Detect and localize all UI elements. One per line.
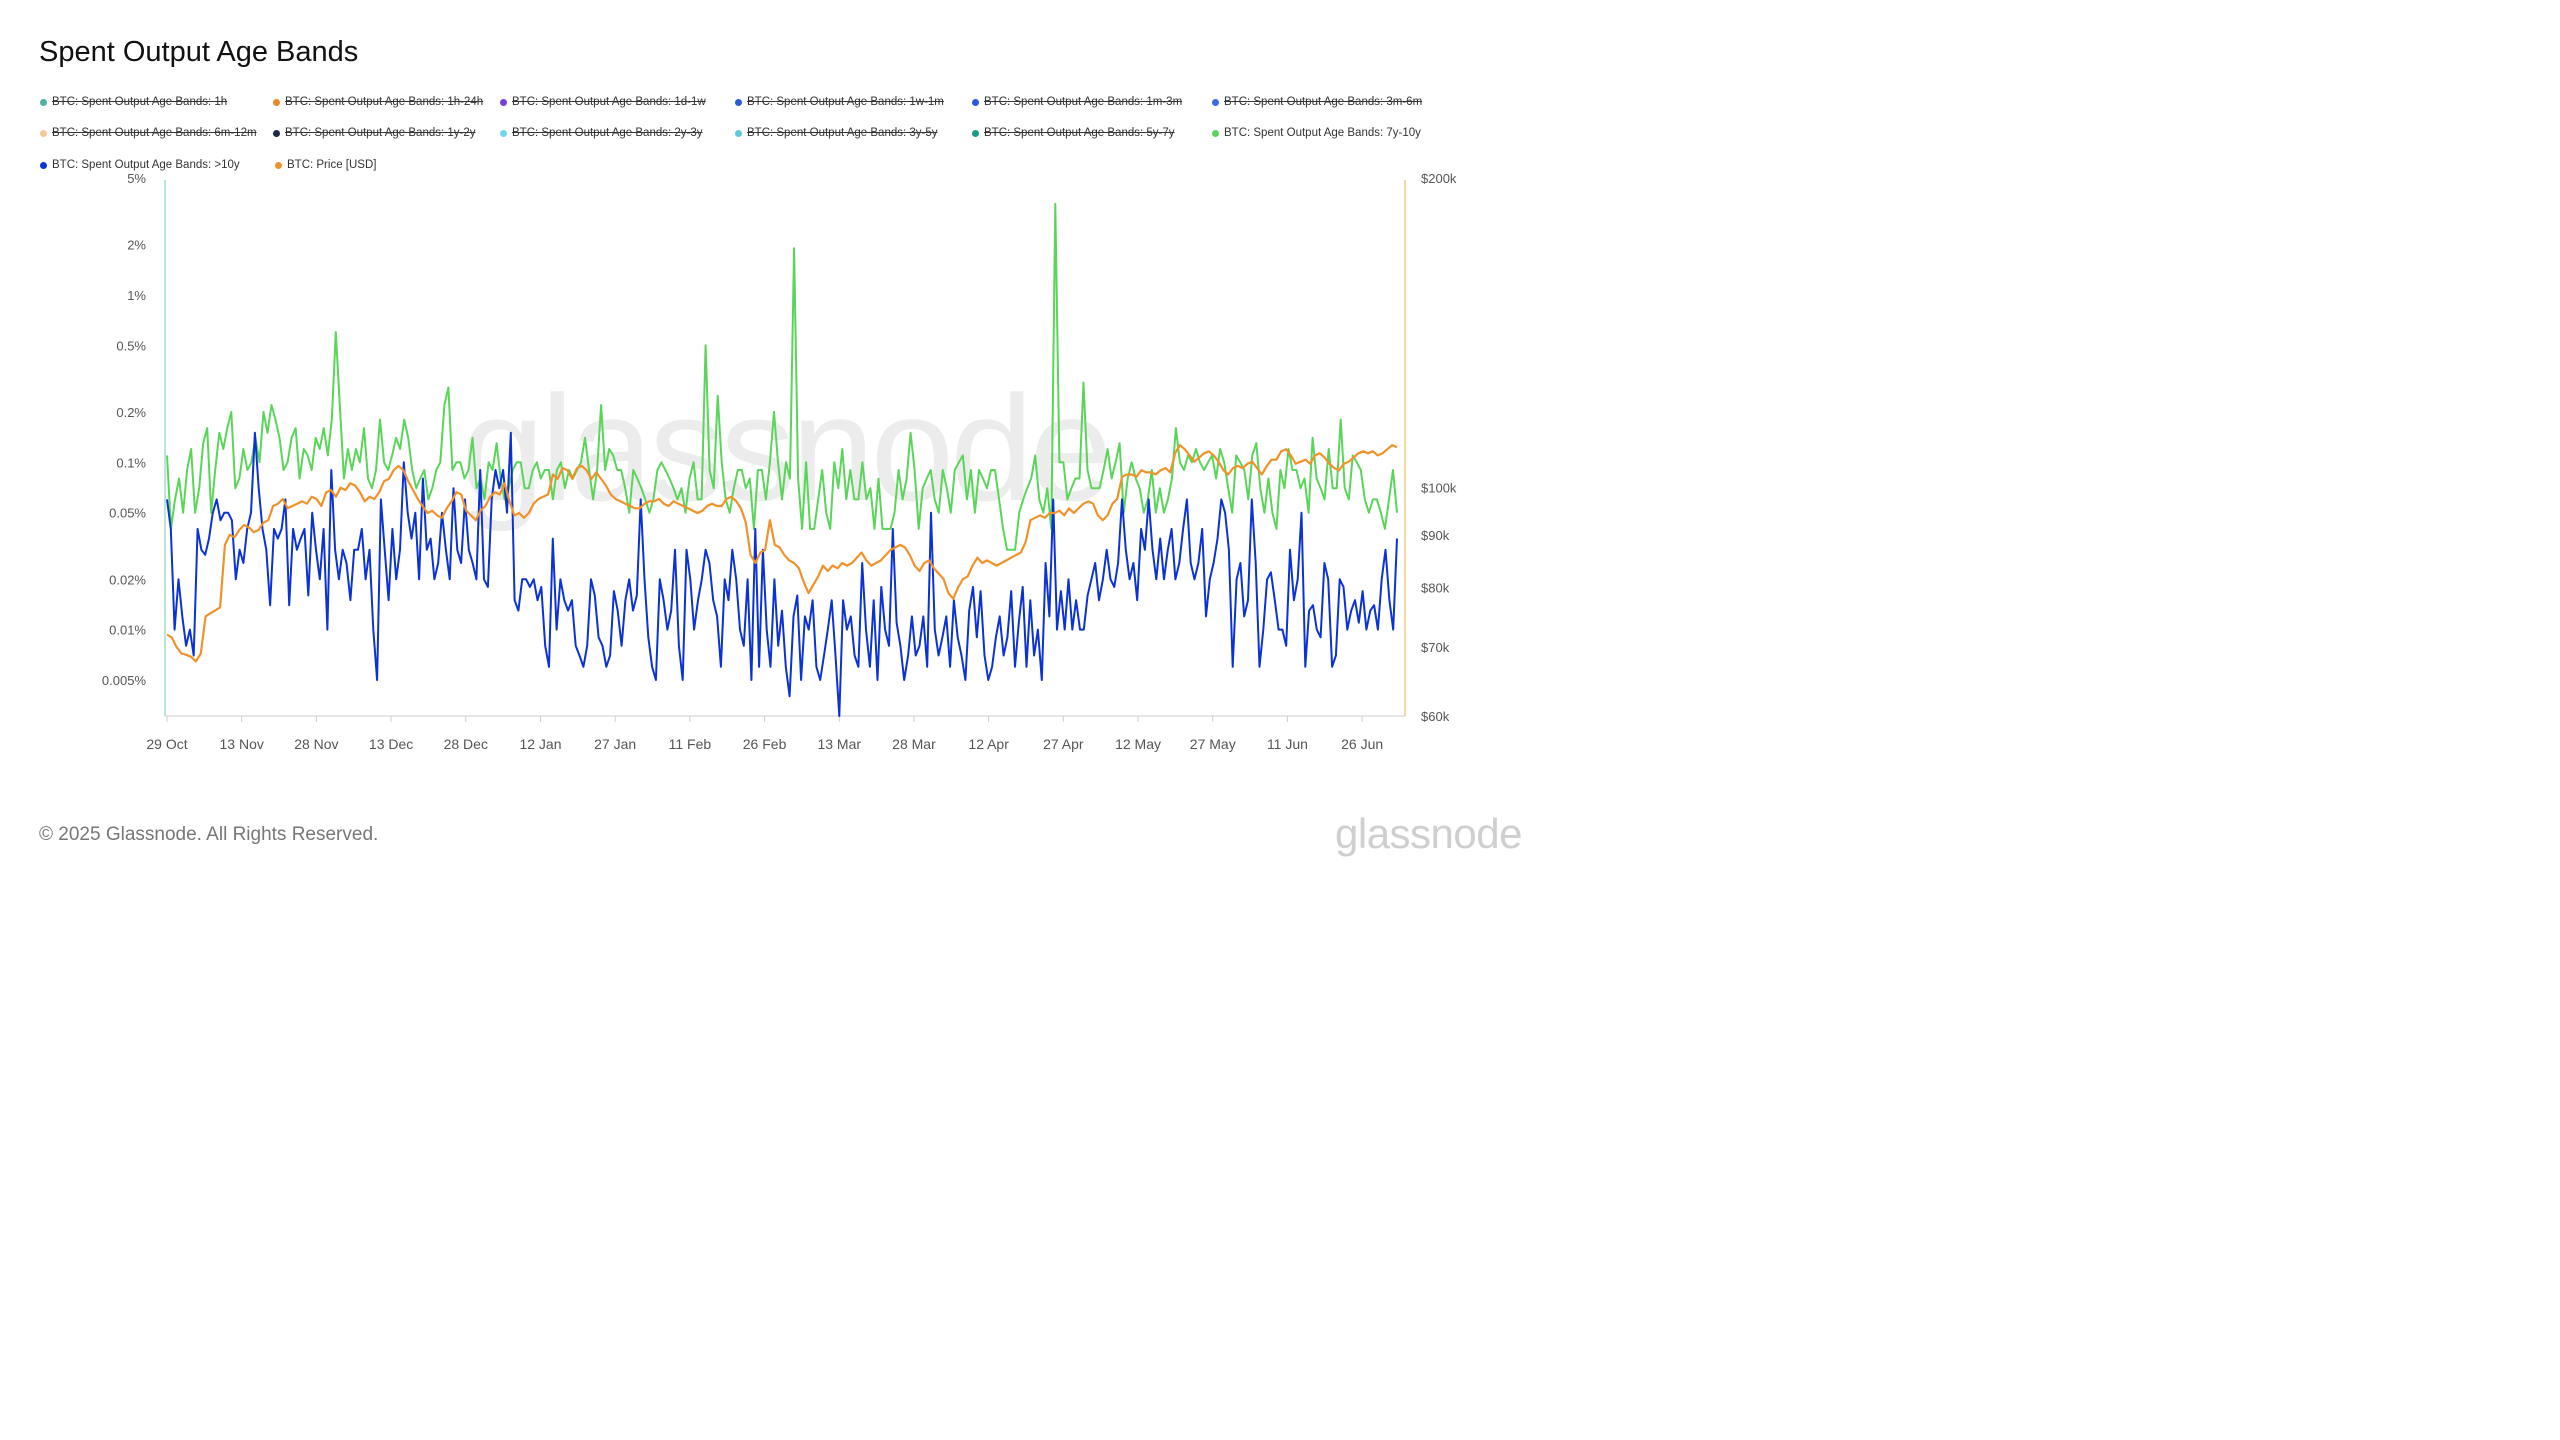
legend-item[interactable]: BTC: Price [USD] (275, 159, 376, 171)
legend-dot-icon (1212, 129, 1219, 137)
legend-item[interactable]: BTC: Spent Output Age Bands: 3y-5y (735, 127, 938, 139)
legend-dot-icon (972, 98, 979, 106)
y-right-tick-label: $100k (1421, 481, 1457, 496)
y-left-tick-label: 0.2% (116, 405, 146, 420)
chart: glassnode 5% 2% 1% 0.5% 0.2% 0.1% 0.05% 0.02% 0.… (102, 171, 1457, 752)
legend-item[interactable]: BTC: Spent Output Age Bands: 1h (40, 96, 227, 108)
y-left-tick-label: 5% (127, 171, 146, 186)
y-left-tick-label: 0.01% (109, 623, 146, 638)
series-line (166, 202, 1398, 551)
series-line (166, 431, 1398, 717)
x-tick-label: 28 Mar (892, 736, 936, 752)
legend-item[interactable]: BTC: Spent Output Age Bands: 3m-6m (1212, 96, 1422, 108)
x-tick-label: 13 Mar (817, 736, 861, 752)
legend-dot-icon (972, 129, 979, 137)
y-left-tick-label: 0.02% (109, 572, 146, 587)
y-left-tick-label: 2% (127, 238, 146, 253)
x-tick-label: 26 Feb (743, 736, 787, 752)
legend-label: BTC: Spent Output Age Bands: 6m-12m (52, 127, 257, 139)
legend-dot-icon (500, 129, 507, 137)
y-right-tick-label: $80k (1421, 580, 1450, 595)
legend-dot-icon (40, 98, 47, 106)
legend-label: BTC: Spent Output Age Bands: 7y-10y (1224, 127, 1421, 139)
legend-label: BTC: Spent Output Age Bands: 1d-1w (512, 96, 706, 108)
x-tick-label: 29 Oct (146, 736, 187, 752)
chart-watermark: glassnode (461, 364, 1109, 532)
legend-item[interactable]: BTC: Spent Output Age Bands: 6m-12m (40, 127, 257, 139)
glassnode-logo: glassnode (1335, 810, 1522, 857)
legend-label: BTC: Spent Output Age Bands: 1m-3m (984, 96, 1183, 108)
series-line-price (166, 444, 1398, 663)
legend-label: BTC: Spent Output Age Bands: 1h (52, 96, 228, 108)
y-left-tick-label: 1% (127, 288, 146, 303)
legend-dot-icon (275, 161, 282, 169)
legend-label: BTC: Spent Output Age Bands: >10y (52, 159, 240, 171)
legend-label: BTC: Spent Output Age Bands: 1y-2y (285, 127, 476, 139)
y-right-tick-label: $70k (1421, 640, 1450, 655)
legend-dot-icon (273, 129, 280, 137)
x-tick-label: 28 Dec (444, 736, 488, 752)
legend-item[interactable]: BTC: Spent Output Age Bands: 1m-3m (972, 96, 1182, 108)
legend-item[interactable]: BTC: Spent Output Age Bands: 5y-7y (972, 127, 1175, 139)
y-right-tick-label: $90k (1421, 528, 1450, 543)
y-left-tick-label: 0.1% (116, 455, 146, 470)
legend-label: BTC: Price [USD] (287, 159, 377, 171)
legend-label: BTC: Spent Output Age Bands: 1w-1m (747, 96, 944, 108)
x-tick-label: 13 Nov (220, 736, 264, 752)
x-tick-label: 27 May (1190, 736, 1236, 752)
legend-dot-icon (500, 98, 507, 106)
x-tick-label: 27 Apr (1043, 736, 1084, 752)
legend-label: BTC: Spent Output Age Bands: 1h-24h (285, 96, 484, 108)
legend-dot-icon (40, 161, 47, 169)
x-tick-label: 27 Jan (594, 736, 636, 752)
legend-dot-icon (1212, 98, 1219, 106)
legend-label: BTC: Spent Output Age Bands: 3m-6m (1224, 96, 1423, 108)
legend-item[interactable]: BTC: Spent Output Age Bands: 1d-1w (500, 96, 706, 108)
page-title: Spent Output Age Bands (39, 36, 359, 68)
x-tick-label: 26 Jun (1341, 736, 1383, 752)
legend-item[interactable]: BTC: Spent Output Age Bands: >10y (40, 159, 240, 171)
x-tick-label: 12 Apr (968, 736, 1009, 752)
x-tick-label: 13 Dec (369, 736, 413, 752)
x-tick-label: 11 Jun (1267, 736, 1308, 752)
legend-item[interactable]: BTC: Spent Output Age Bands: 2y-3y (500, 127, 703, 139)
legend-item[interactable]: BTC: Spent Output Age Bands: 1h-24h (273, 96, 483, 108)
copyright-footer: © 2025 Glassnode. All Rights Reserved. (39, 824, 379, 845)
y-right-tick-label: $200k (1421, 171, 1457, 186)
legend-dot-icon (40, 129, 47, 137)
legend-dot-icon (735, 129, 742, 137)
x-tick-label: 11 Feb (669, 736, 712, 752)
legend-dot-icon (273, 98, 280, 106)
legend-item[interactable]: BTC: Spent Output Age Bands: 1w-1m (735, 96, 944, 108)
x-tick-label: 28 Nov (294, 736, 338, 752)
y-left-tick-label: 0.5% (116, 338, 146, 353)
legend-dot-icon (735, 98, 742, 106)
legend-item[interactable]: BTC: Spent Output Age Bands: 7y-10y (1212, 127, 1421, 139)
legend-label: BTC: Spent Output Age Bands: 3y-5y (747, 127, 938, 139)
y-left-tick-label: 0.005% (102, 673, 147, 688)
y-right-tick-label: $60k (1421, 709, 1450, 724)
legend-label: BTC: Spent Output Age Bands: 5y-7y (984, 127, 1175, 139)
x-tick-label: 12 May (1115, 736, 1161, 752)
y-left-tick-label: 0.05% (109, 506, 146, 521)
x-tick-label: 12 Jan (519, 736, 561, 752)
legend-item[interactable]: BTC: Spent Output Age Bands: 1y-2y (273, 127, 476, 139)
legend-label: BTC: Spent Output Age Bands: 2y-3y (512, 127, 703, 139)
